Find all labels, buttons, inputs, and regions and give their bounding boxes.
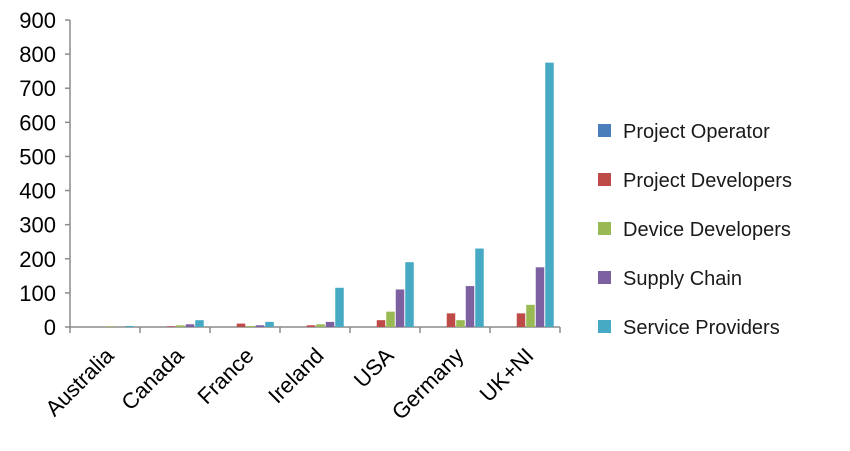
bar <box>545 62 554 328</box>
bar <box>316 324 325 327</box>
bar <box>465 286 475 327</box>
bar <box>195 320 204 327</box>
y-tick-label: 800 <box>19 42 56 67</box>
bar <box>236 323 246 327</box>
bar <box>395 289 405 327</box>
bar <box>535 267 545 327</box>
legend-label: Supply Chain <box>623 268 742 290</box>
bar <box>446 313 456 327</box>
legend-swatch <box>598 173 611 186</box>
y-tick-label: 0 <box>44 315 56 340</box>
y-tick-label: 500 <box>19 144 56 169</box>
bar <box>265 321 274 327</box>
y-axis: 0 100 200 300 400 500 600 700 800 900 <box>19 8 71 340</box>
bar <box>516 313 526 327</box>
legend-swatch <box>598 222 611 235</box>
bar <box>255 325 265 327</box>
bar <box>456 320 465 327</box>
bar <box>306 325 316 327</box>
bar <box>166 326 176 327</box>
y-tick-label: 200 <box>19 247 56 272</box>
bar <box>325 321 335 327</box>
y-tick-label: 400 <box>19 179 56 204</box>
bars <box>106 62 554 328</box>
legend-swatch <box>598 320 611 333</box>
bar <box>185 324 195 327</box>
x-tick-label: Canada <box>116 342 189 415</box>
bar <box>386 311 395 327</box>
x-tick-label: France <box>192 343 258 409</box>
bar <box>106 326 115 327</box>
x-tick-label: Ireland <box>263 343 328 408</box>
bar <box>335 287 344 327</box>
legend-label: Device Developers <box>623 219 791 241</box>
bar <box>376 320 386 327</box>
x-tick-label: Germany <box>387 343 469 425</box>
x-tick-label: Australia <box>40 342 119 421</box>
bar <box>475 248 484 327</box>
legend-swatch <box>598 271 611 284</box>
bar <box>125 325 134 327</box>
legend-swatch <box>598 124 611 137</box>
y-tick-label: 900 <box>19 8 56 33</box>
y-tick-label: 600 <box>19 110 56 135</box>
x-tick-label: USA <box>349 343 399 393</box>
legend-label: Project Operator <box>623 121 770 143</box>
y-tick-label: 700 <box>19 76 56 101</box>
legend: Project Operator Project Developers Device… <box>598 121 792 339</box>
legend-label: Project Developers <box>623 170 792 192</box>
x-tick-label: UK+NI <box>475 343 539 407</box>
bar <box>176 325 185 327</box>
bar <box>405 262 414 327</box>
bar <box>246 325 255 327</box>
legend-label: Service Providers <box>623 317 780 339</box>
y-tick-label: 300 <box>19 213 56 238</box>
bar <box>526 304 535 327</box>
y-tick-label: 100 <box>19 281 56 306</box>
